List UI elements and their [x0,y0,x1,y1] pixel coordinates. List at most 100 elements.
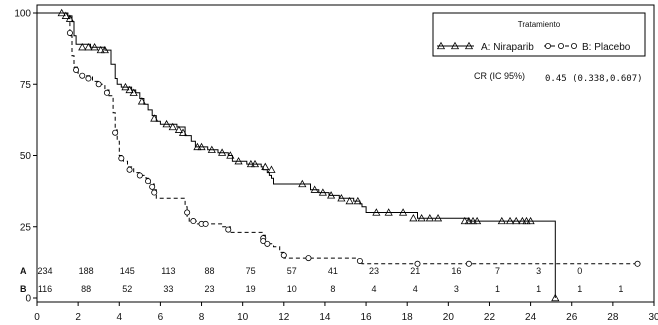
risk-count-A: 75 [246,266,256,276]
censor-mark-B [264,240,271,247]
censor-mark-A [518,216,527,225]
censor-mark-B [103,89,110,96]
censor-mark-B [118,155,125,162]
censor-mark-A [129,88,138,96]
x-tick-label: 18 [402,312,414,323]
legend: Tratamiento A: Niraparib B: Placebo [432,12,646,57]
censor-mark-A [327,191,336,199]
x-tick-label: 0 [34,312,40,323]
risk-count-A: 188 [79,266,94,276]
x-tick-label: 20 [443,312,455,323]
censor-mark-B [225,226,232,233]
x-tick-label: 28 [607,312,619,323]
censor-mark-B [149,183,156,190]
censor-mark-A [174,125,183,133]
x-tick-label: 10 [237,312,249,323]
censor-mark-A [207,145,216,153]
censor-mark-B [184,209,191,216]
risk-count-B: 1 [618,284,623,294]
censor-mark-A [84,42,93,51]
censor-mark-A [372,208,381,216]
censor-mark-A [512,216,521,225]
legend-title: Tratamiento [518,20,561,29]
censor-mark-B [202,220,209,227]
legend-circle-icon [558,43,565,50]
censor-mark-B [414,260,421,267]
censor-mark-B [465,260,472,267]
risk-count-B: 88 [81,284,91,294]
censor-mark-A [522,216,531,225]
y-tick-label: 75 [20,80,32,91]
censor-mark-A [526,216,535,225]
censor-mark-A [65,14,74,22]
risk-count-B: 33 [163,284,173,294]
censor-mark-B [85,75,92,82]
y-tick-label: 25 [20,222,32,233]
censor-mark-B [151,189,158,196]
hr-value: 0.45 (0.338,0.607) [545,74,643,84]
risk-count-B: 4 [372,284,377,294]
censor-mark-A [409,213,418,222]
censor-mark-A [433,213,443,222]
risk-count-A: 23 [369,266,379,276]
censor-mark-B [145,178,152,185]
censor-mark-B [280,252,287,259]
censor-mark-A [234,156,243,165]
censor-mark-A [121,82,130,91]
censor-mark-A [464,216,473,225]
legend-triangle-icon [464,41,474,50]
censor-mark-A [61,11,70,19]
censor-mark-A [473,216,482,225]
censor-mark-B [190,218,197,225]
survival-curve-B [37,12,638,265]
risk-count-B: 116 [38,284,52,294]
legend-sample-placebo [544,43,578,50]
risk-count-B: 19 [246,284,256,294]
x-axis: 0 2 4 6 8 10 12 14 16 18 20 22 24 26 28 30 [34,302,658,323]
risk-count-A: 7 [495,266,500,276]
x-tick-label: 26 [566,312,578,323]
censor-mark-A [78,42,87,51]
censor-mark-A [384,208,393,216]
censor-mark-A [353,196,362,205]
risk-count-A: 3 [536,266,541,276]
y-tick-label: 50 [20,151,32,162]
risk-count-B: 10 [287,284,297,294]
legend-label-niraparib: A: Niraparib [481,42,534,53]
risk-count-A: 16 [451,266,461,276]
censor-mark-B [73,67,80,74]
censor-mark-A [261,162,270,171]
legend-sample-niraparib [436,41,474,50]
risk-count-A: 21 [410,266,420,276]
y-tick-label: 0 [25,294,31,305]
risk-count-A: 88 [205,266,215,276]
censor-mark-A [218,148,227,156]
x-tick-label: 2 [75,312,81,323]
censor-mark-A [497,216,506,225]
censor-mark-A [150,114,159,122]
risk-count-B: 52 [122,284,132,294]
censor-mark-A [399,208,408,216]
censor-mark-B [126,166,133,173]
censor-mark-A [337,194,346,202]
censor-mark-A [250,159,260,168]
risk-count-A: 41 [328,266,338,276]
censor-mark-A [100,45,109,54]
censor-mark-A [193,142,202,151]
censor-mark-A [178,128,188,136]
risk-count-B: 1 [536,284,541,294]
series-B [37,12,641,267]
censor-mark-A [468,216,478,225]
censor-mark-B [260,237,267,244]
censor-mark-B [95,81,102,88]
censor-mark-A [168,122,177,131]
censor-mark-A [96,45,105,54]
risk-count-A: 113 [161,266,175,276]
x-tick-label: 4 [116,312,122,323]
risk-count-A: 145 [120,266,135,276]
x-tick-label: 6 [158,312,164,323]
risk-table: A 234 188 145 113 88 75 57 41 23 21 16 7 3 0B 116 88 52 33… [20,266,623,294]
censor-mark-B [305,255,312,262]
legend-triangle-icon [436,41,446,50]
